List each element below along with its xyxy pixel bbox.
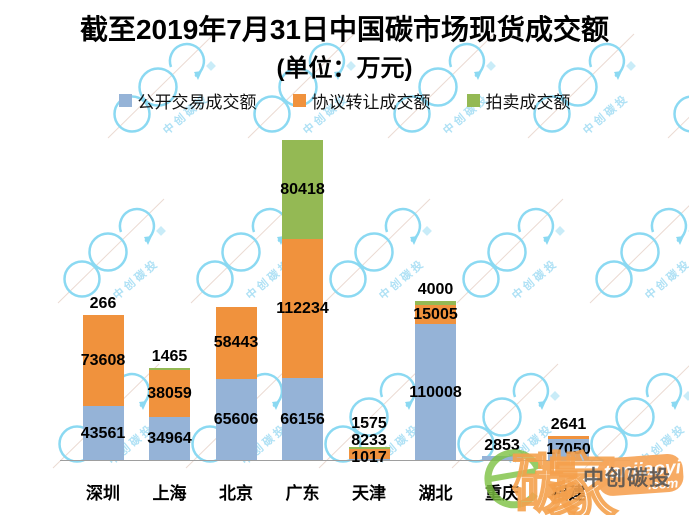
tanjiaoyi-badge: tanjiaoyi.com <box>597 454 684 496</box>
chart-subtitle: (单位：万元) <box>276 55 413 82</box>
carbon-char-watermark: 碳 <box>512 447 579 515</box>
overflow-label-stack: 1465 <box>129 348 211 365</box>
x-axis-label-深圳: 深圳 <box>86 484 120 503</box>
bar-segment <box>149 416 190 460</box>
overflow-label-stack: 1575 8233 1017 <box>328 415 410 466</box>
easy-carbon-logo-swirl <box>484 449 542 509</box>
chart-title: 截至2019年7月31日中国碳市场现货成交额 <box>79 14 609 45</box>
x-axis-label-天津: 天津 <box>352 484 386 503</box>
bar-湖北 <box>415 300 456 460</box>
legend-item-1: 协议转让成交额 <box>292 88 431 113</box>
data-label: 2641 <box>550 415 587 433</box>
legend-swatch-icon <box>292 94 306 107</box>
watermark-cluster: 中创碳投 <box>667 95 689 139</box>
bar-segment <box>415 305 456 324</box>
bar-segment <box>415 300 456 306</box>
legend-swatch-icon <box>118 94 132 107</box>
bar-深圳 <box>82 314 124 460</box>
data-label: 34964 <box>147 429 192 447</box>
bar-segment <box>348 458 390 460</box>
data-label: 1575 <box>351 415 387 432</box>
bar-segment <box>415 324 456 460</box>
data-label: 8233 <box>351 432 387 449</box>
legend-item-0: 公开交易成交额 <box>118 88 257 113</box>
data-label: 4000 <box>417 280 454 298</box>
legend-label: 公开交易成交额 <box>137 93 257 112</box>
data-label: 266 <box>89 294 117 312</box>
legend: 公开交易成交额 协议转让成交额 拍卖成交额 <box>0 88 689 113</box>
overflow-label-stack: 266 <box>62 295 144 312</box>
bar-上海 <box>149 367 190 460</box>
legend-label: 协议转让成交额 <box>311 93 431 112</box>
bar-福建 <box>548 435 589 460</box>
x-axis-label-湖北: 湖北 <box>418 484 453 503</box>
bar-segment <box>149 367 190 370</box>
data-label: 58443 <box>213 334 259 352</box>
bar-segment <box>149 369 190 417</box>
bar-segment <box>82 315 124 407</box>
data-label: 38059 <box>147 384 192 402</box>
legend-item-2: 拍卖成交额 <box>466 88 571 113</box>
data-label: 1465 <box>151 347 188 365</box>
x-axis-label-广东: 广东 <box>285 484 320 503</box>
data-label: 112234 <box>276 300 329 318</box>
plot-area: 43561 73608 266 深圳 34964 38059 1465 上海 65606 5844… <box>60 120 630 503</box>
bar-segment <box>215 306 257 379</box>
bar-segment <box>348 446 390 449</box>
watermark-tile-text: 中创碳投 <box>642 256 689 303</box>
data-label: 15005 <box>413 306 458 324</box>
bar-天津 <box>348 446 390 460</box>
zhongchuang-brand-text: 中创碳投 <box>583 466 671 490</box>
legend-swatch-icon <box>466 94 480 107</box>
legend-label: 拍卖成交额 <box>485 93 571 112</box>
bar-segment <box>82 406 124 460</box>
bar-segment <box>548 438 589 460</box>
x-axis-label-北京: 北京 <box>219 484 253 503</box>
data-label: 66156 <box>280 410 325 428</box>
data-label: 43561 <box>80 424 126 442</box>
data-label: 65606 <box>213 410 259 428</box>
x-axis-label-福建: 福建 <box>551 484 586 503</box>
bar-segment <box>548 435 589 439</box>
data-label: 73608 <box>80 352 126 370</box>
bar-segment <box>282 239 323 379</box>
x-axis-label-上海: 上海 <box>152 484 187 503</box>
overflow-label-stack: 4000 <box>395 281 477 298</box>
badge-line2: .com <box>647 475 679 492</box>
bar-广东 <box>282 140 323 460</box>
data-label: 80418 <box>280 181 325 199</box>
bar-segment <box>215 378 257 460</box>
data-label: 1017 <box>351 449 387 466</box>
data-label: 17050 <box>546 440 591 458</box>
data-label: 110008 <box>409 383 462 401</box>
overflow-label-stack: 2641 <box>528 416 610 433</box>
bar-segment <box>282 140 323 240</box>
bar-segment <box>348 448 390 459</box>
bar-北京 <box>215 306 257 460</box>
bar-segment <box>282 378 323 460</box>
